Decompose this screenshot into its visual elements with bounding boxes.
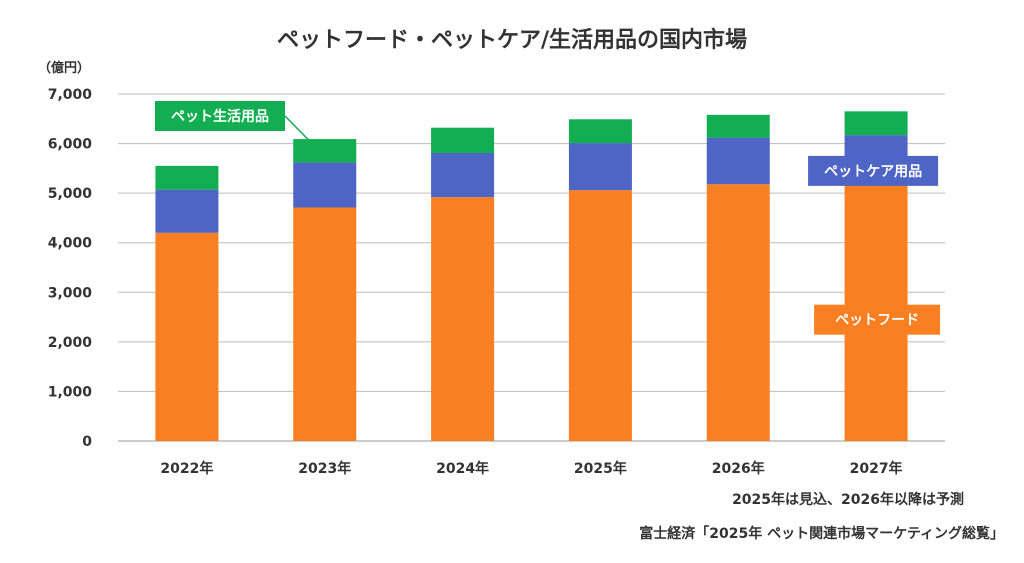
gridlines [118,93,945,442]
series-label-box [155,101,285,131]
bar-segment [706,184,770,441]
bar-segment [431,127,495,153]
y-tick-label: 2,000 [48,335,93,351]
bar-segment [155,232,219,441]
label-leader-line [284,115,311,142]
bar-segment [431,152,495,198]
bar-segment [844,111,908,136]
bar-segment [155,189,219,233]
series-label-box [814,304,941,335]
source-note: 富士経済「2025年 ペット関連市場マーケティング総覧」 [639,526,1004,542]
y-axis-unit-label: （億円） [38,60,90,76]
bar-segment [568,119,632,144]
y-tick-label: 0 [82,434,92,450]
bar-segment [155,165,219,190]
x-tick-label: 2026年 [712,460,765,477]
bars [155,111,908,441]
chart-title: ペットフード・ペットケア/生活用品の国内市場 [277,27,747,53]
y-tick-label: 5,000 [48,186,93,202]
series-label-box [808,155,939,186]
x-axis-labels: 2022年 2023年 2024年 2025年 2026年 2027年 [160,460,902,477]
bar-segment [293,162,357,208]
bar-segment [568,143,632,191]
series-label: ペットフード [835,313,919,329]
bar-segment [706,137,770,185]
bar-segment [431,197,495,441]
y-axis-ticks: 0 1,000 2,000 3,000 4,000 5,000 6,000 7,000 [48,87,93,450]
series-label: ペットケア用品 [824,164,922,180]
x-tick-label: 2022年 [160,460,213,477]
y-tick-label: 6,000 [48,137,93,153]
bar-segment [706,114,770,138]
x-tick-label: 2025年 [574,460,627,477]
series-labels: ペットフード ペットケア用品 ペット生活用品 [155,101,941,335]
bar-segment [293,139,357,163]
x-tick-label: 2024年 [436,460,489,477]
forecast-note: 2025年は見込、2026年以降は予測 [732,492,964,508]
x-tick-label: 2023年 [298,460,351,477]
series-label: ペット生活用品 [171,108,269,125]
bar-segment [568,190,632,441]
y-tick-label: 4,000 [48,236,93,252]
y-tick-label: 1,000 [48,384,93,400]
bar-segment [293,207,357,441]
x-tick-label: 2027年 [850,460,903,477]
y-tick-label: 7,000 [48,87,93,103]
y-tick-label: 3,000 [48,285,93,301]
